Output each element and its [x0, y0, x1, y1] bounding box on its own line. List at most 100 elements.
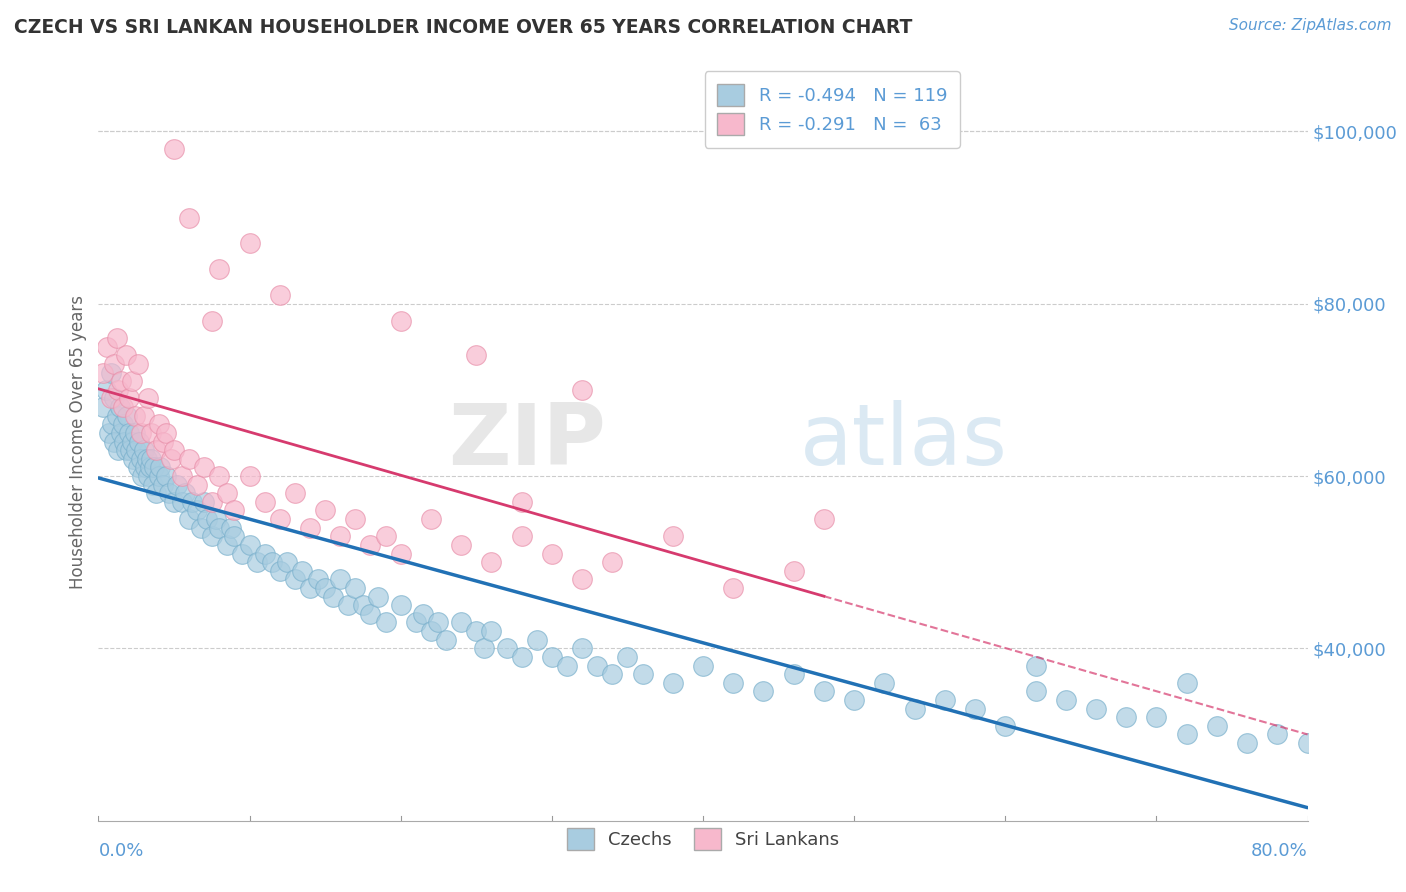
Point: [107, 383, 129, 397]
Text: 0.0%: 0.0%: [98, 842, 143, 860]
Point: [434, 632, 457, 647]
Point: [329, 573, 352, 587]
Point: [314, 581, 336, 595]
Text: ZIP: ZIP: [449, 400, 606, 483]
Point: [205, 512, 228, 526]
Point: [510, 649, 533, 664]
Point: [472, 641, 495, 656]
Point: [540, 649, 562, 664]
Point: [152, 477, 174, 491]
Text: CZECH VS SRI LANKAN HOUSEHOLDER INCOME OVER 65 YEARS CORRELATION CHART: CZECH VS SRI LANKAN HOUSEHOLDER INCOME O…: [14, 18, 912, 37]
Point: [143, 460, 166, 475]
Point: [132, 443, 155, 458]
Point: [101, 417, 124, 432]
Point: [208, 469, 231, 483]
Point: [201, 495, 224, 509]
Point: [127, 460, 149, 475]
Point: [873, 675, 896, 690]
Point: [201, 314, 224, 328]
Point: [405, 615, 427, 630]
Point: [160, 451, 183, 466]
Point: [262, 555, 284, 569]
Point: [450, 538, 472, 552]
Point: [661, 529, 683, 543]
Point: [269, 512, 291, 526]
Point: [239, 236, 262, 251]
Point: [1085, 701, 1108, 715]
Point: [190, 521, 212, 535]
Point: [412, 607, 434, 621]
Text: 80.0%: 80.0%: [1251, 842, 1308, 860]
Point: [215, 538, 238, 552]
Point: [602, 667, 624, 681]
Point: [100, 366, 122, 380]
Point: [103, 434, 125, 449]
Point: [1024, 658, 1046, 673]
Point: [540, 547, 562, 561]
Point: [120, 443, 142, 458]
Point: [616, 649, 638, 664]
Point: [1175, 727, 1198, 741]
Point: [420, 624, 443, 639]
Point: [179, 211, 201, 225]
Point: [114, 348, 136, 362]
Point: [181, 495, 204, 509]
Point: [510, 495, 533, 509]
Point: [208, 262, 231, 277]
Point: [367, 590, 389, 604]
Point: [661, 675, 683, 690]
Point: [155, 425, 177, 440]
Text: atlas: atlas: [800, 400, 1008, 483]
Point: [1296, 736, 1319, 750]
Point: [128, 434, 150, 449]
Point: [224, 529, 246, 543]
Point: [374, 529, 396, 543]
Point: [1024, 684, 1046, 698]
Point: [129, 451, 152, 466]
Point: [450, 615, 472, 630]
Point: [141, 451, 163, 466]
Point: [481, 555, 503, 569]
Point: [813, 684, 835, 698]
Point: [173, 486, 195, 500]
Point: [131, 469, 153, 483]
Point: [555, 658, 578, 673]
Point: [111, 400, 134, 414]
Point: [121, 434, 143, 449]
Point: [495, 641, 517, 656]
Point: [1236, 736, 1258, 750]
Point: [253, 547, 276, 561]
Point: [1144, 710, 1167, 724]
Point: [344, 581, 367, 595]
Point: [148, 469, 170, 483]
Point: [934, 693, 956, 707]
Point: [1175, 675, 1198, 690]
Point: [108, 400, 131, 414]
Point: [98, 425, 121, 440]
Point: [465, 624, 488, 639]
Point: [127, 357, 149, 371]
Point: [142, 477, 165, 491]
Point: [314, 503, 336, 517]
Point: [344, 512, 367, 526]
Point: [91, 400, 114, 414]
Point: [692, 658, 714, 673]
Point: [420, 512, 443, 526]
Point: [166, 477, 188, 491]
Point: [813, 512, 835, 526]
Point: [904, 701, 927, 715]
Point: [284, 573, 307, 587]
Point: [374, 615, 396, 630]
Point: [284, 486, 307, 500]
Point: [215, 486, 238, 500]
Point: [170, 495, 193, 509]
Point: [389, 314, 412, 328]
Point: [231, 547, 253, 561]
Point: [1054, 693, 1077, 707]
Point: [145, 486, 167, 500]
Point: [100, 392, 122, 406]
Point: [121, 374, 143, 388]
Point: [134, 460, 156, 475]
Point: [170, 469, 193, 483]
Point: [186, 477, 208, 491]
